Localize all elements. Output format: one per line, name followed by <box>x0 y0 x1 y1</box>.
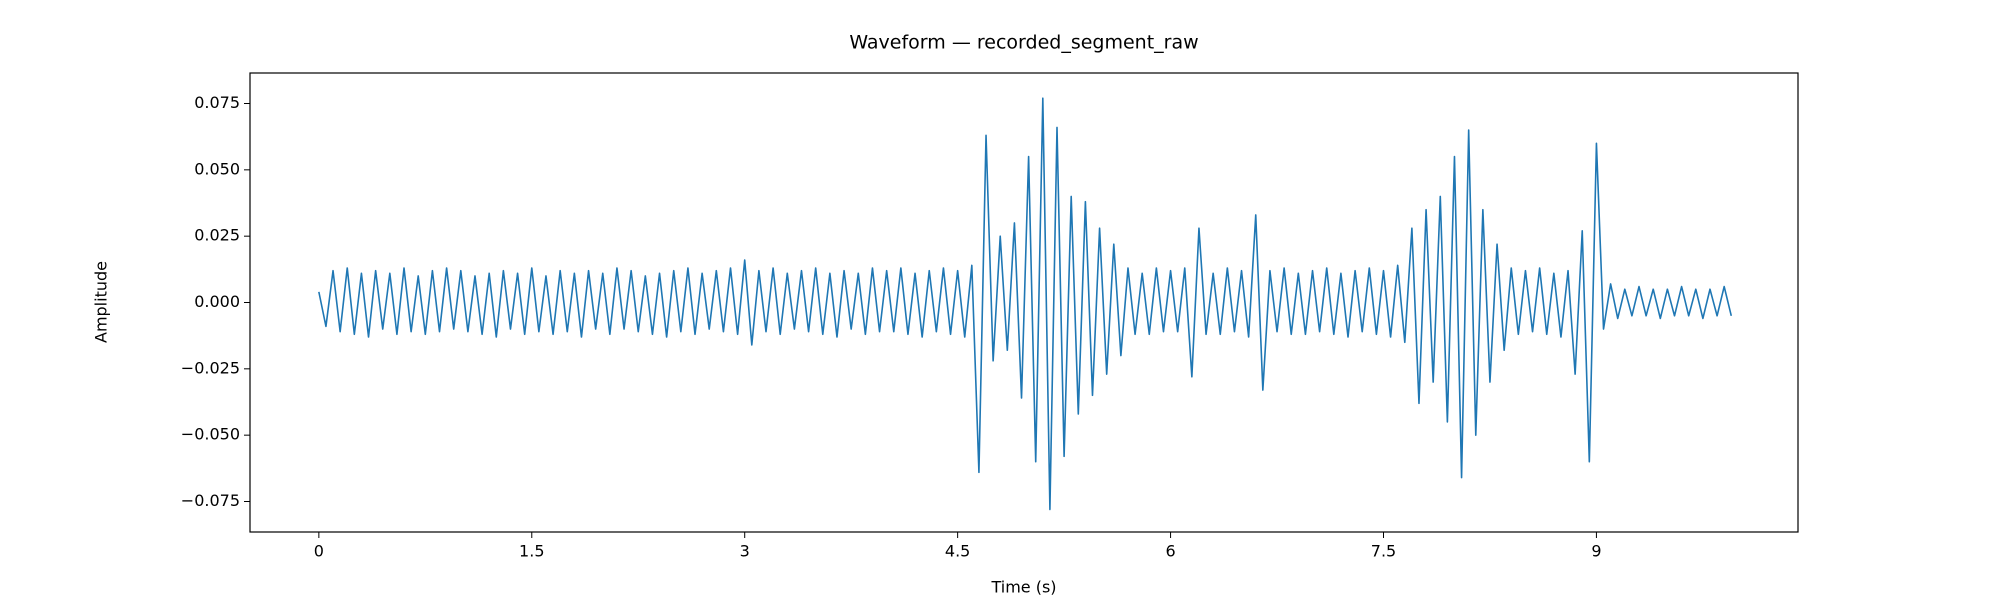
y-tick-label: 0.075 <box>194 93 240 112</box>
y-tick-label: 0.050 <box>194 159 240 178</box>
y-tick-label: 0.025 <box>194 226 240 245</box>
x-tick-label: 7.5 <box>1371 542 1396 561</box>
x-tick-label: 1.5 <box>519 542 544 561</box>
x-axis-label: Time (s) <box>990 578 1056 597</box>
plot-frame <box>249 72 1799 533</box>
y-tick-label: 0.000 <box>194 292 240 311</box>
chart-title: Waveform — recorded_segment_raw <box>849 32 1198 54</box>
y-axis-label: Amplitude <box>92 261 111 343</box>
y-tick-label: −0.050 <box>181 425 240 444</box>
x-tick-label: 6 <box>1165 542 1175 561</box>
x-tick-label: 4.5 <box>945 542 970 561</box>
x-tick-label: 0 <box>314 542 324 561</box>
waveform-line <box>318 97 1733 511</box>
y-tick-label: −0.075 <box>181 491 240 510</box>
x-tick-label: 9 <box>1591 542 1601 561</box>
y-tick-label: −0.025 <box>181 358 240 377</box>
x-tick-label: 3 <box>740 542 750 561</box>
